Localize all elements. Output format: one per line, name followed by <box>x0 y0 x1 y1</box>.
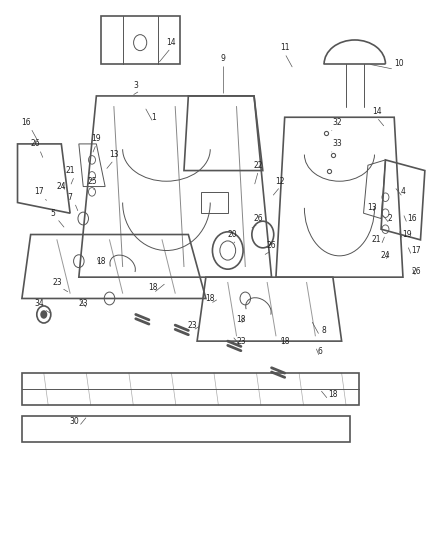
Text: 23: 23 <box>236 337 246 345</box>
Text: 21: 21 <box>65 166 75 175</box>
Text: 10: 10 <box>394 60 403 68</box>
Text: 23: 23 <box>52 278 62 287</box>
Text: 24: 24 <box>381 252 390 260</box>
Text: 20: 20 <box>227 230 237 239</box>
Text: 14: 14 <box>372 108 381 116</box>
Text: 25: 25 <box>87 177 97 185</box>
Text: 26: 26 <box>30 140 40 148</box>
Text: 4: 4 <box>400 188 406 196</box>
Text: 18: 18 <box>205 294 215 303</box>
Text: 2: 2 <box>388 214 392 223</box>
Text: 16: 16 <box>21 118 31 127</box>
Text: 17: 17 <box>35 188 44 196</box>
Text: 18: 18 <box>328 390 338 399</box>
Text: 13: 13 <box>109 150 119 159</box>
Text: 24: 24 <box>57 182 66 191</box>
Text: 21: 21 <box>372 236 381 244</box>
Text: 16: 16 <box>407 214 417 223</box>
Text: 11: 11 <box>280 44 290 52</box>
Text: 5: 5 <box>50 209 55 217</box>
Text: 33: 33 <box>332 140 342 148</box>
Text: 13: 13 <box>367 204 377 212</box>
Text: 14: 14 <box>166 38 176 47</box>
Text: 18: 18 <box>148 284 158 292</box>
Text: 17: 17 <box>411 246 421 255</box>
Text: 26: 26 <box>411 268 421 276</box>
Circle shape <box>40 310 47 319</box>
Text: 34: 34 <box>35 300 44 308</box>
Text: 9: 9 <box>221 54 226 63</box>
Text: 30: 30 <box>70 417 79 425</box>
Text: 32: 32 <box>332 118 342 127</box>
Text: 18: 18 <box>236 316 246 324</box>
Text: 8: 8 <box>322 326 326 335</box>
Bar <box>201 192 228 213</box>
Text: 19: 19 <box>92 134 101 143</box>
Text: 1: 1 <box>151 113 155 122</box>
Text: 23: 23 <box>188 321 198 329</box>
Text: 18: 18 <box>96 257 106 265</box>
Text: 12: 12 <box>276 177 285 185</box>
Text: 22: 22 <box>254 161 263 169</box>
Text: 26: 26 <box>254 214 263 223</box>
Text: 3: 3 <box>133 81 138 90</box>
Text: 26: 26 <box>267 241 276 249</box>
Text: 19: 19 <box>403 230 412 239</box>
Text: 23: 23 <box>78 300 88 308</box>
Text: 6: 6 <box>317 348 322 356</box>
Text: 18: 18 <box>280 337 290 345</box>
Text: 7: 7 <box>67 193 73 201</box>
